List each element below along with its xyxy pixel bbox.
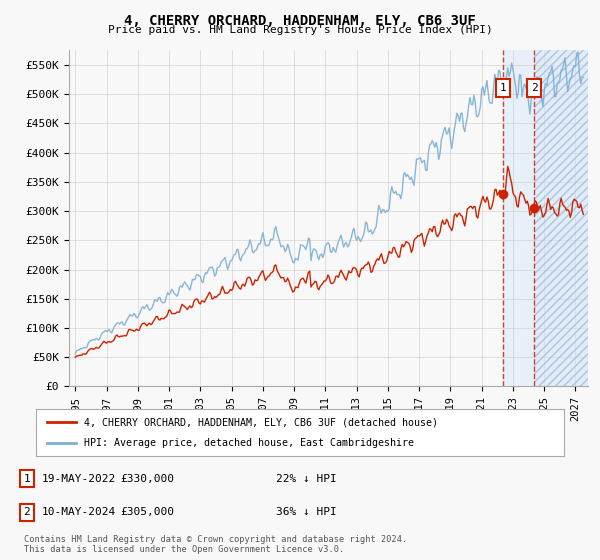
Text: 2: 2 xyxy=(531,83,538,94)
Text: 22% ↓ HPI: 22% ↓ HPI xyxy=(276,474,337,484)
Text: 4, CHERRY ORCHARD, HADDENHAM, ELY, CB6 3UF (detached house): 4, CHERRY ORCHARD, HADDENHAM, ELY, CB6 3… xyxy=(83,417,437,427)
Text: Price paid vs. HM Land Registry's House Price Index (HPI): Price paid vs. HM Land Registry's House … xyxy=(107,25,493,35)
Bar xyxy=(503,50,588,386)
Text: 36% ↓ HPI: 36% ↓ HPI xyxy=(276,507,337,517)
Bar xyxy=(534,50,588,386)
Text: 4, CHERRY ORCHARD, HADDENHAM, ELY, CB6 3UF: 4, CHERRY ORCHARD, HADDENHAM, ELY, CB6 3… xyxy=(124,14,476,28)
Text: 1: 1 xyxy=(500,83,506,94)
Text: 19-MAY-2022: 19-MAY-2022 xyxy=(42,474,116,484)
Text: £330,000: £330,000 xyxy=(120,474,174,484)
Text: Contains HM Land Registry data © Crown copyright and database right 2024.
This d: Contains HM Land Registry data © Crown c… xyxy=(24,535,407,554)
Text: 10-MAY-2024: 10-MAY-2024 xyxy=(42,507,116,517)
Text: 1: 1 xyxy=(23,474,31,484)
Text: £305,000: £305,000 xyxy=(120,507,174,517)
Text: HPI: Average price, detached house, East Cambridgeshire: HPI: Average price, detached house, East… xyxy=(83,438,413,448)
Text: 2: 2 xyxy=(23,507,31,517)
